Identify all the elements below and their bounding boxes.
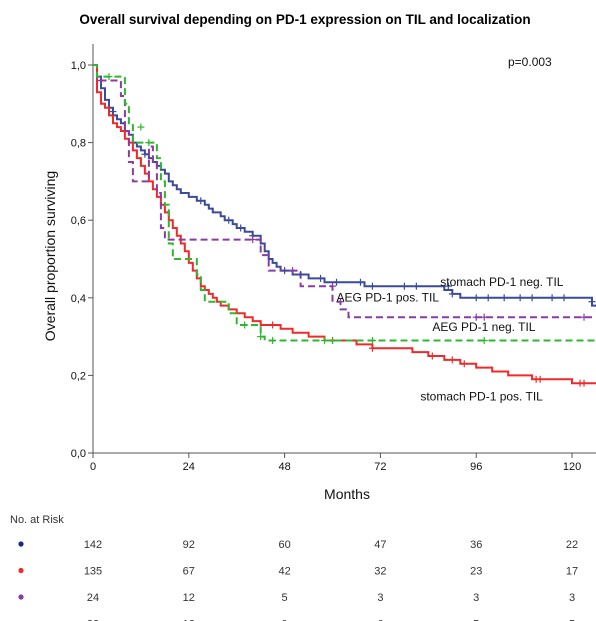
risk-value: 3 — [377, 592, 383, 604]
risk-row-marker — [18, 541, 24, 547]
risk-value: 5 — [569, 619, 575, 621]
series-label: stomach PD-1 pos. TIL — [420, 390, 543, 404]
risk-value: 17 — [566, 566, 578, 578]
risk-value: 142 — [84, 539, 102, 551]
risk-value: 23 — [470, 566, 482, 578]
x-tick-label: 96 — [470, 461, 482, 473]
series-label: AEG PD-1 neg. TIL — [432, 320, 535, 334]
p-value-label: p=0.003 — [508, 55, 552, 69]
x-tick-label: 48 — [278, 461, 290, 473]
y-axis-title: Overall proportion surviving — [42, 171, 58, 341]
risk-value: 135 — [84, 566, 102, 578]
risk-value: 3 — [569, 592, 575, 604]
survival-curves — [93, 64, 596, 385]
risk-value: 23 — [87, 619, 99, 621]
y-tick-label: 0,6 — [71, 215, 86, 227]
risk-value: 42 — [278, 566, 290, 578]
plot-axes: 0,0 0,2 0,4 0,6 0,8 1,0 0 24 48 72 96 120 — [71, 44, 596, 473]
x-tick-label: 24 — [183, 461, 195, 473]
risk-value: 22 — [566, 539, 578, 551]
risk-value: 9 — [282, 619, 288, 621]
x-tick-label: 120 — [563, 461, 581, 473]
y-tick-label: 1,0 — [71, 60, 86, 72]
y-tick-label: 0,4 — [71, 293, 86, 305]
series-label: AEG PD-1 pos. TIL — [337, 291, 440, 305]
risk-value: 12 — [183, 619, 195, 621]
risk-value: 32 — [374, 566, 386, 578]
risk-value: 60 — [278, 539, 290, 551]
risk-value: 67 — [183, 566, 195, 578]
risk-value: 47 — [374, 539, 386, 551]
risk-value: 36 — [470, 539, 482, 551]
risk-table-title: No. at Risk — [10, 514, 64, 526]
risk-value: 24 — [87, 592, 99, 604]
series-label: stomach PD-1 neg. TIL — [440, 275, 563, 289]
series-line-3 — [93, 64, 596, 319]
censor-marks — [97, 73, 596, 387]
risk-value: 6 — [377, 619, 383, 621]
risk-table: 142 92 60 47 36 22 135 67 42 32 23 17 24 12 5 3 3 3 23 12 9 6… — [18, 539, 578, 621]
risk-row-marker — [18, 567, 24, 574]
y-tick-label: 0,2 — [71, 370, 86, 382]
risk-value: 12 — [183, 592, 195, 604]
series-line-4 — [93, 64, 596, 342]
y-tick-label: 0,8 — [71, 138, 86, 150]
x-tick-label: 72 — [374, 461, 386, 473]
risk-value: 92 — [183, 539, 195, 551]
risk-value: 5 — [282, 592, 288, 604]
risk-value: 5 — [473, 619, 479, 621]
risk-value: 3 — [473, 592, 479, 604]
series-line-1 — [93, 64, 596, 307]
y-tick-label: 0,0 — [71, 448, 86, 460]
chart-title: Overall survival depending on PD-1 expre… — [79, 12, 530, 27]
x-axis-title: Months — [324, 486, 370, 502]
x-tick-label: 0 — [90, 461, 96, 473]
risk-row-marker — [18, 594, 24, 600]
